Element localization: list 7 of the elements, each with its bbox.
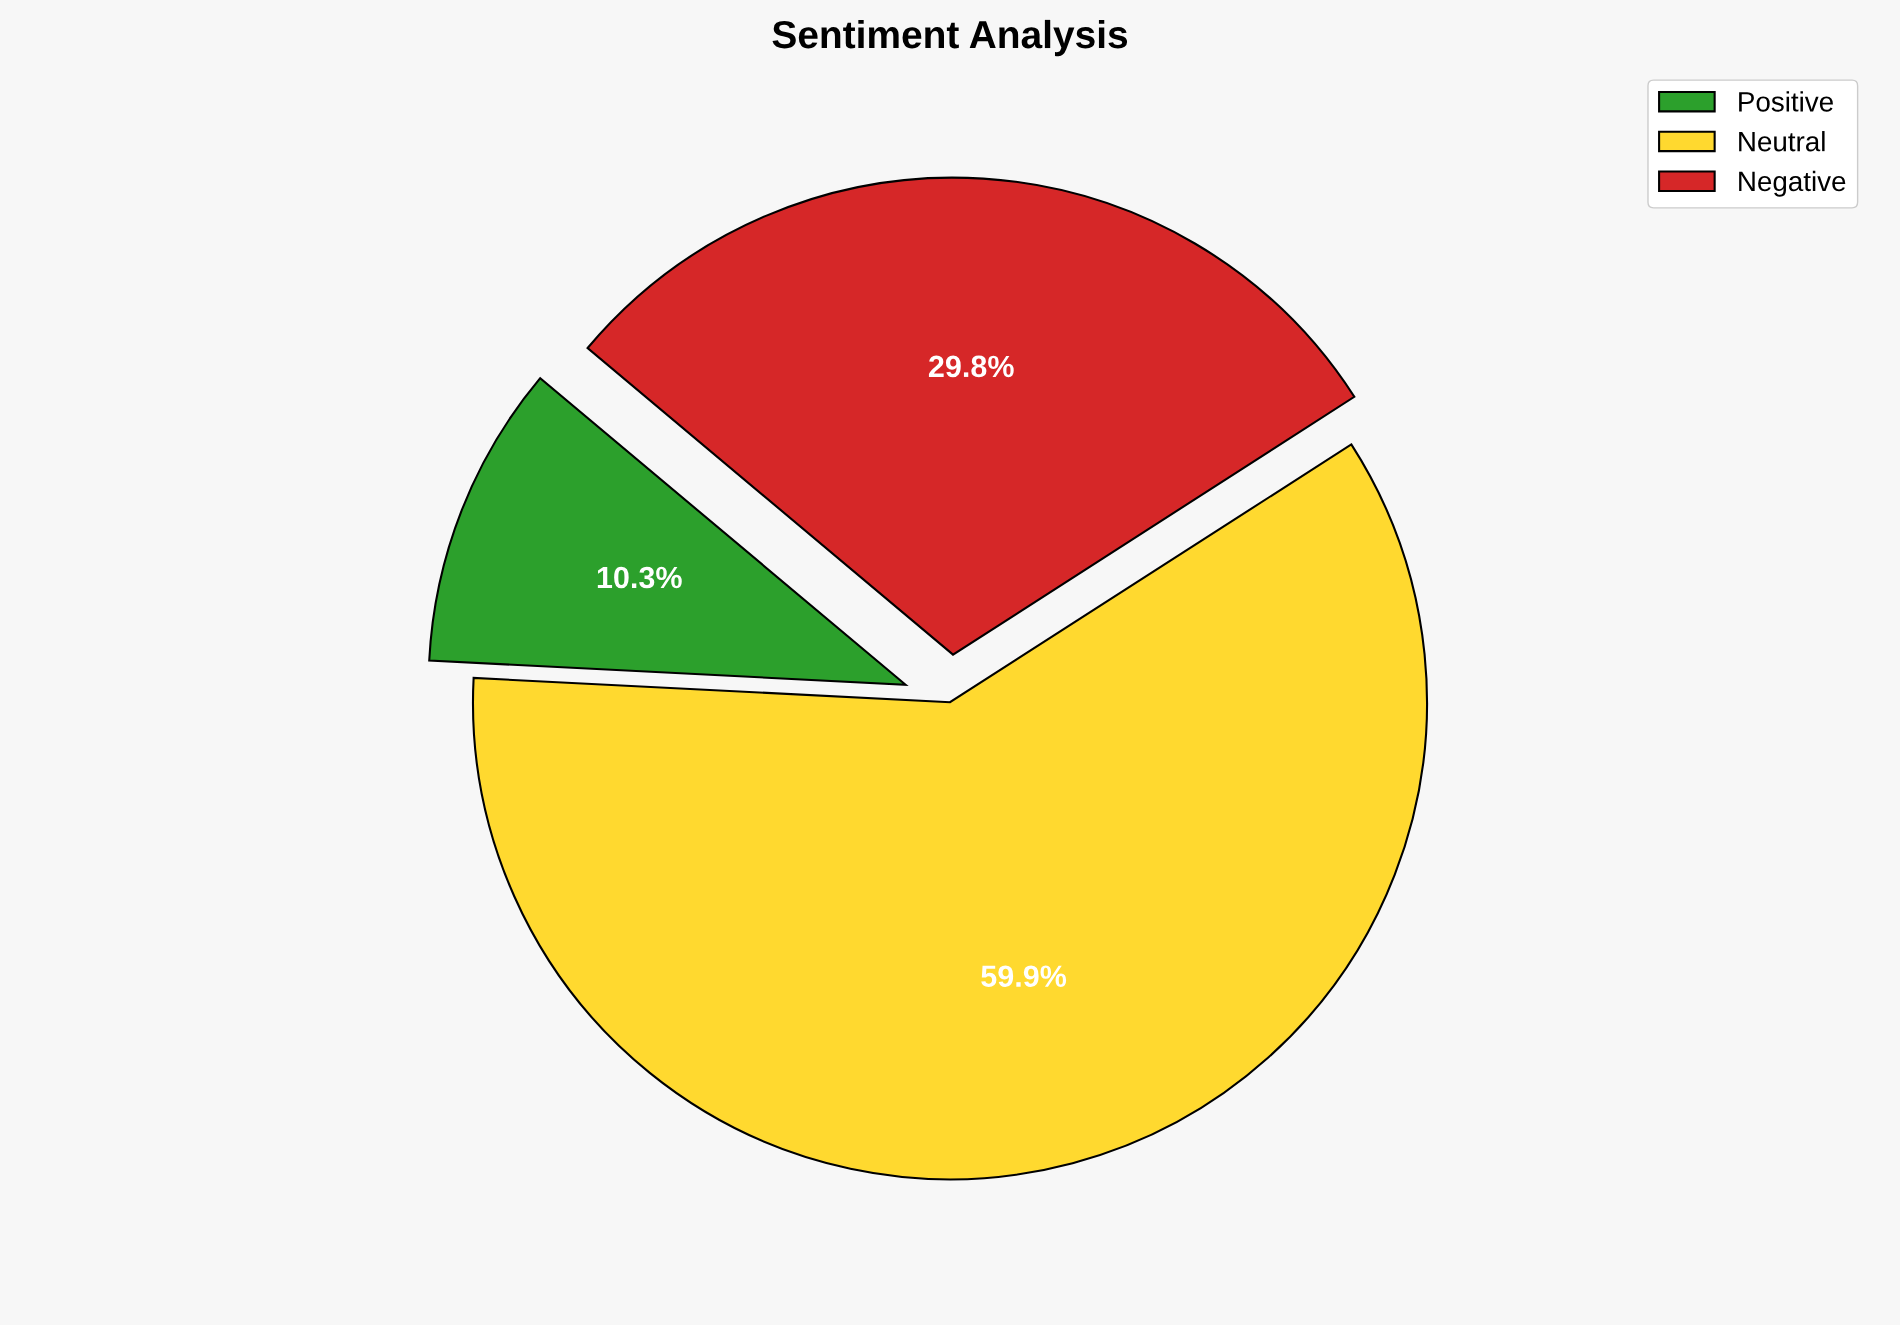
chart-title: Sentiment Analysis — [772, 19, 1128, 57]
legend-label: Negative — [1739, 170, 1846, 197]
data-label: 29.8% — [928, 355, 1014, 378]
legend-label: Neutral — [1739, 131, 1825, 152]
data-label: 10.3% — [597, 566, 682, 589]
data-label: 59.9% — [981, 965, 1067, 988]
legend-label: Positive — [1739, 91, 1833, 112]
